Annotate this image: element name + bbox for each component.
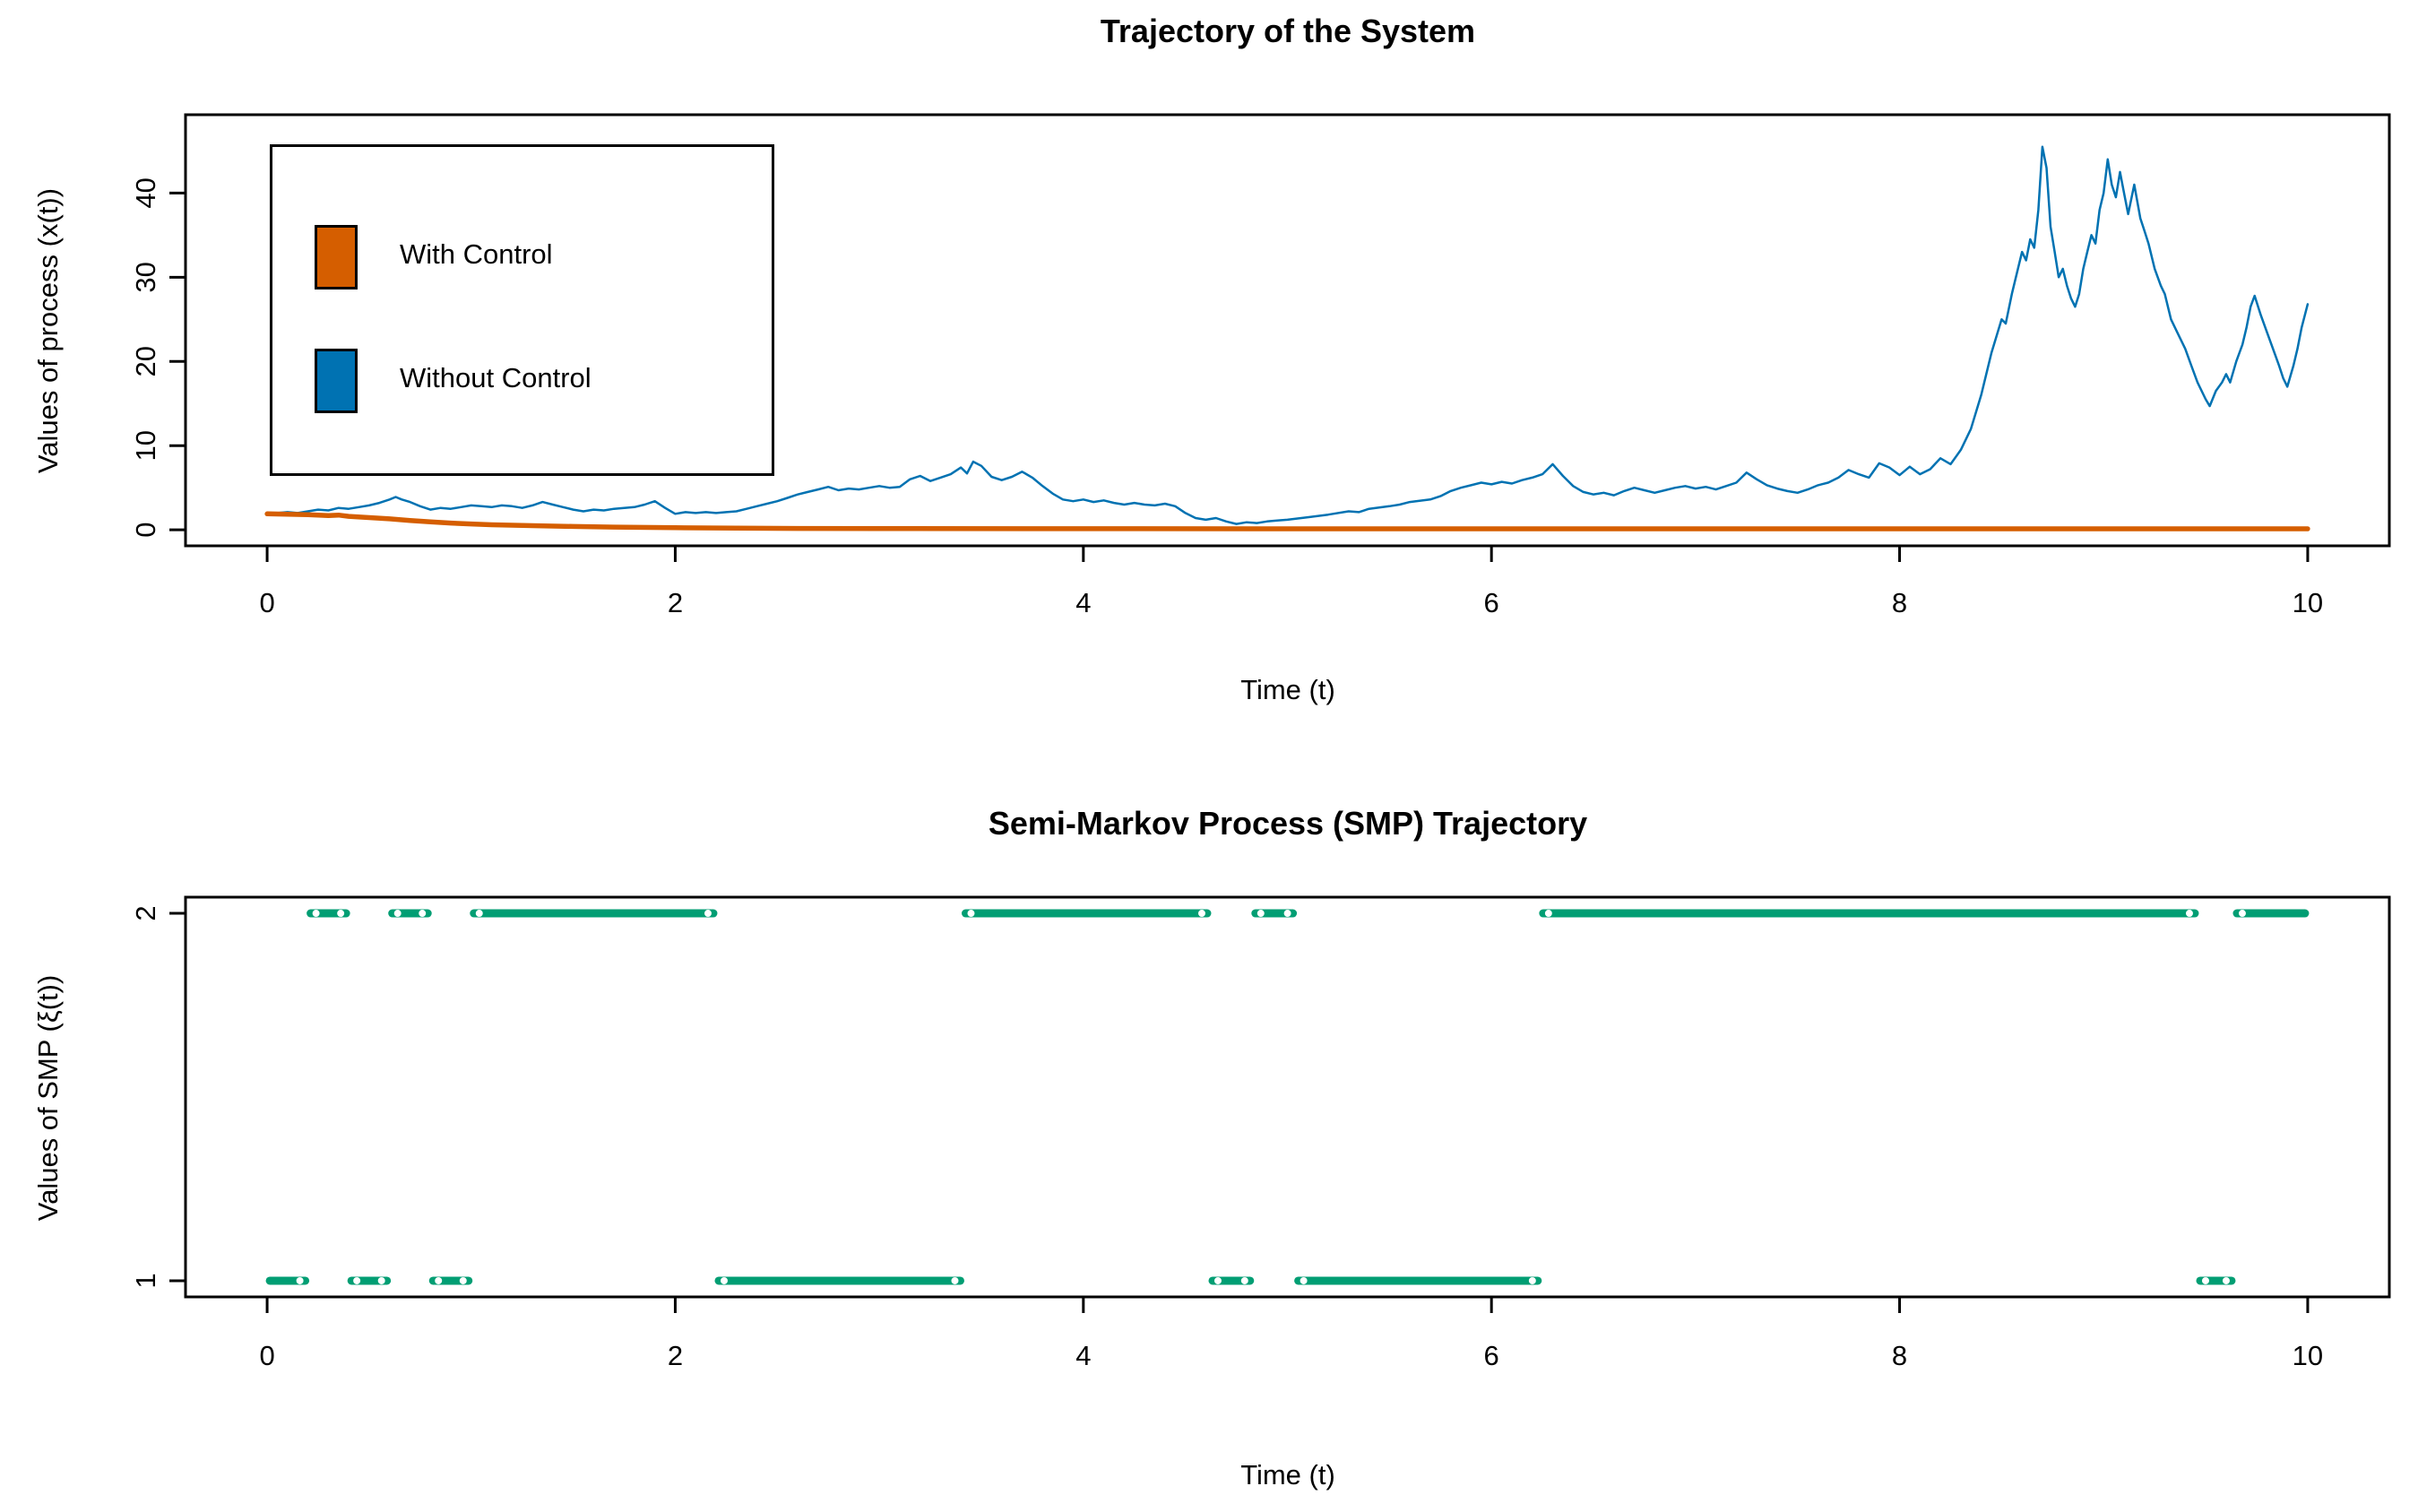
smp-jump-marker — [459, 1276, 467, 1284]
y-tick-label: 30 — [130, 262, 161, 292]
y-tick-label: 0 — [130, 523, 161, 538]
series-with-control-path — [264, 511, 2310, 531]
y-tick-label: 40 — [130, 177, 161, 208]
bottom-chart-ylabel: Values of SMP (ξ(t)) — [32, 974, 64, 1222]
x-tick-label: 8 — [1892, 587, 1907, 618]
y-tick-label: 10 — [130, 430, 161, 461]
smp-jump-marker — [1197, 910, 1205, 918]
x-tick-label: 10 — [2293, 1340, 2323, 1371]
smp-jump-marker — [720, 1276, 728, 1284]
x-tick-label: 0 — [259, 587, 274, 618]
legend-swatch-with-control — [315, 225, 358, 289]
plot-border — [184, 895, 2391, 1299]
smp-jump-marker — [475, 910, 483, 918]
smp-jump-marker — [1544, 910, 1552, 918]
smp-jump-marker — [1213, 1276, 1222, 1284]
top-chart-title: Trajectory of the System — [1100, 13, 1476, 49]
smp-jump-marker — [419, 910, 427, 918]
smp-jump-marker — [393, 910, 402, 918]
x-tick-label: 2 — [668, 587, 683, 618]
bottom-chart-title: Semi-Markov Process (SMP) Trajectory — [988, 805, 1588, 842]
top-chart-xlabel: Time (t) — [1240, 674, 1335, 705]
smp-jump-marker — [967, 910, 975, 918]
smp-jump-marker — [1240, 1276, 1248, 1284]
smp-jump-marker — [312, 910, 320, 918]
smp-jump-marker — [2222, 1276, 2230, 1284]
smp-jump-marker — [2238, 910, 2246, 918]
legend: With Control Without Control — [270, 144, 774, 476]
bottom-chart-xlabel: Time (t) — [1240, 1459, 1335, 1490]
smp-jump-marker — [353, 1276, 361, 1284]
plot-border — [184, 113, 2391, 548]
y-tick-label: 1 — [130, 1273, 161, 1288]
smp-jump-marker — [1256, 910, 1265, 918]
x-tick-label: 4 — [1075, 1340, 1091, 1371]
smp-jump-marker — [435, 1276, 443, 1284]
x-tick-label: 0 — [259, 1340, 274, 1371]
smp-jump-marker — [2201, 1276, 2209, 1284]
smp-jump-marker — [377, 1276, 385, 1284]
legend-label-with-control: With Control — [400, 238, 553, 270]
smp-jump-marker — [337, 910, 345, 918]
y-tick-label: 20 — [130, 346, 161, 376]
y-tick-label: 2 — [130, 905, 161, 920]
legend-label-without-control: Without Control — [400, 362, 592, 393]
smp-jump-marker — [704, 910, 712, 918]
x-tick-label: 6 — [1484, 587, 1499, 618]
top-chart-ylabel: Values of process (x(t)) — [32, 187, 64, 474]
smp-jump-marker — [1283, 910, 1291, 918]
x-tick-label: 10 — [2293, 587, 2323, 618]
x-tick-label: 2 — [668, 1340, 683, 1371]
smp-jump-marker — [1528, 1276, 1536, 1284]
smp-jump-marker — [296, 1276, 304, 1284]
smp-jump-marker — [951, 1276, 959, 1284]
legend-swatch-without-control — [315, 349, 358, 413]
smp-jump-marker — [2185, 910, 2193, 918]
x-tick-label: 4 — [1075, 587, 1091, 618]
series-without-control-path — [265, 145, 2310, 525]
smp-jump-marker — [1300, 1276, 1308, 1284]
x-tick-label: 6 — [1484, 1340, 1499, 1371]
x-tick-label: 8 — [1892, 1340, 1907, 1371]
